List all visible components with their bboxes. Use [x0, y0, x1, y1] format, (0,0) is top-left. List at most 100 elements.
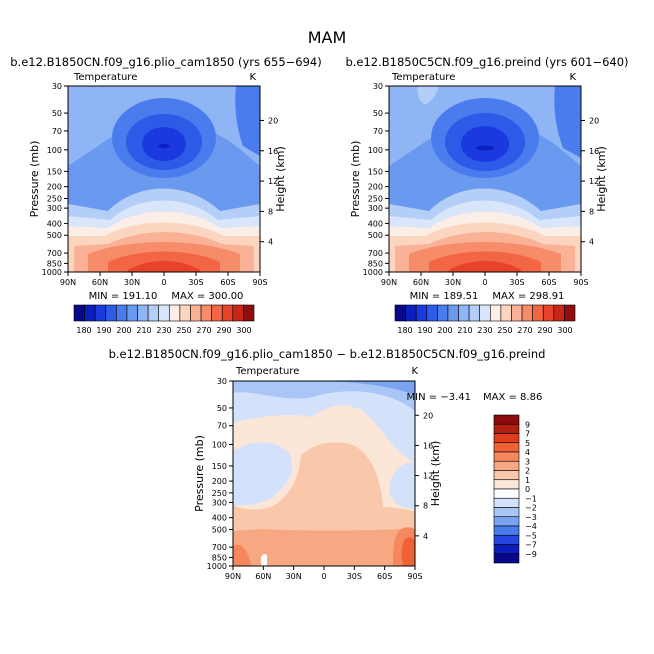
colorbar-label: 2: [525, 467, 530, 476]
panel-2-right-label: K: [569, 72, 576, 83]
colorbar-swatch: [493, 497, 520, 508]
panel-1-title: b.e12.B1850CN.f09_g16.plio_cam1850 (yrs …: [10, 55, 321, 69]
x-tick-label: 90S: [573, 278, 588, 287]
y-tick-label: 30: [217, 377, 227, 386]
y2-tick-label: 4: [268, 238, 273, 247]
field-band-8: [128, 261, 200, 272]
colorbar-swatch: [116, 304, 128, 322]
colorbar-label: 250: [497, 326, 512, 335]
y-tick-label: 700: [368, 249, 383, 258]
y2-axis-label: Height (km): [429, 441, 442, 507]
y2-axis-label: Height (km): [274, 146, 287, 212]
colorbar-label: −3: [525, 513, 537, 522]
y-tick-label: 70: [52, 127, 62, 136]
y-tick-label: 50: [52, 109, 62, 118]
panel-2-title: b.e12.B1850C5CN.f09_g16.preind (yrs 601−…: [345, 55, 628, 69]
y-tick-label: 200: [47, 183, 62, 192]
y2-axis-label: Height (km): [595, 146, 608, 212]
panel-1-right-label: K: [249, 72, 256, 83]
y-tick-label: 250: [47, 194, 62, 203]
panel-3-field: [233, 381, 415, 566]
field-cool-side-left: [233, 442, 293, 506]
panel-2-field: [389, 86, 581, 272]
y-tick-label: 1000: [42, 268, 62, 277]
colorbar-swatch: [158, 304, 170, 322]
colorbar-swatch: [415, 304, 428, 322]
y-tick-label: 850: [212, 553, 227, 562]
colorbar-label: 200: [437, 326, 452, 335]
y2-tick-label: 8: [423, 502, 428, 511]
colorbar-label: 210: [457, 326, 472, 335]
colorbar-label: 180: [397, 326, 412, 335]
panel-1-left-label: Temperature: [73, 72, 137, 83]
colorbar-label: 300: [557, 326, 572, 335]
field-band-8: [449, 261, 521, 272]
colorbar-label: 300: [236, 326, 251, 335]
field-cool-upper: [233, 381, 415, 463]
y-tick-label: 50: [373, 109, 383, 118]
panel-3-min: MIN = −3.41: [407, 392, 471, 403]
y2-tick-label: 4: [589, 238, 594, 247]
y-tick-label: 400: [368, 219, 383, 228]
panel-3-title: b.e12.B1850CN.f09_g16.plio_cam1850 − b.e…: [109, 347, 546, 361]
y-tick-label: 300: [368, 204, 383, 213]
field-band-upper: [68, 86, 260, 166]
colorbar-swatch: [493, 442, 520, 453]
field-cool-side-right: [389, 462, 415, 509]
colorbar-swatch: [243, 304, 255, 322]
colorbar-swatch: [542, 304, 555, 322]
colorbar-swatch: [447, 304, 459, 322]
y2-tick-label: 4: [423, 532, 428, 541]
colorbar-label: 230: [477, 326, 492, 335]
y-axis-label: Pressure (mb): [349, 141, 362, 218]
colorbar-swatch: [532, 304, 544, 322]
y2-tick-label: 16: [589, 147, 599, 156]
colorbar-swatch: [493, 414, 520, 425]
y-tick-label: 100: [212, 441, 227, 450]
colorbar-label: −1: [525, 494, 537, 503]
colorbar-swatch: [137, 304, 149, 322]
colorbar-swatch: [493, 460, 520, 471]
colorbar-label: −5: [525, 531, 537, 540]
panel-3-left-label: Temperature: [235, 366, 299, 377]
y-tick-label: 250: [212, 489, 227, 498]
y2-tick-label: 16: [423, 441, 433, 450]
field-cold-3: [461, 126, 509, 162]
colorbar-swatch: [232, 304, 244, 322]
colorbar-swatch: [94, 304, 107, 322]
x-tick-label: 30S: [509, 278, 524, 287]
colorbar-swatch: [511, 304, 523, 322]
y-tick-label: 200: [368, 183, 383, 192]
panel-3-right-label: K: [411, 366, 418, 377]
colorbar-label: 4: [525, 448, 530, 457]
colorbar-label: −2: [525, 504, 537, 513]
colorbar-label: −7: [525, 541, 537, 550]
y-tick-label: 850: [47, 259, 62, 268]
colorbar-swatch: [500, 304, 512, 322]
x-tick-label: 60N: [92, 278, 108, 287]
field-band-polar: [554, 86, 581, 158]
y-tick-label: 400: [47, 219, 62, 228]
colorbar-swatch: [493, 507, 520, 518]
x-tick-label: 60S: [541, 278, 556, 287]
x-tick-label: 60N: [255, 572, 271, 581]
y-tick-label: 100: [47, 146, 62, 155]
y-tick-label: 30: [373, 82, 383, 91]
colorbar-label: 9: [525, 420, 530, 429]
colorbar-label: 290: [216, 326, 231, 335]
panel-2-left-label: Temperature: [391, 72, 455, 83]
colorbar-swatch: [179, 304, 191, 322]
y2-tick-label: 8: [589, 207, 594, 216]
colorbar-swatch: [493, 470, 520, 481]
panel-2-colorbar: 180 190 200 210 230 250 270 290 300: [394, 304, 576, 335]
y-tick-label: 150: [368, 167, 383, 176]
colorbar-swatch: [493, 553, 520, 564]
y2-tick-label: 20: [423, 411, 433, 420]
x-tick-label: 90N: [225, 572, 241, 581]
y-tick-label: 1000: [207, 562, 227, 571]
colorbar-label: 230: [156, 326, 171, 335]
colorbar-label: 0: [525, 485, 530, 494]
